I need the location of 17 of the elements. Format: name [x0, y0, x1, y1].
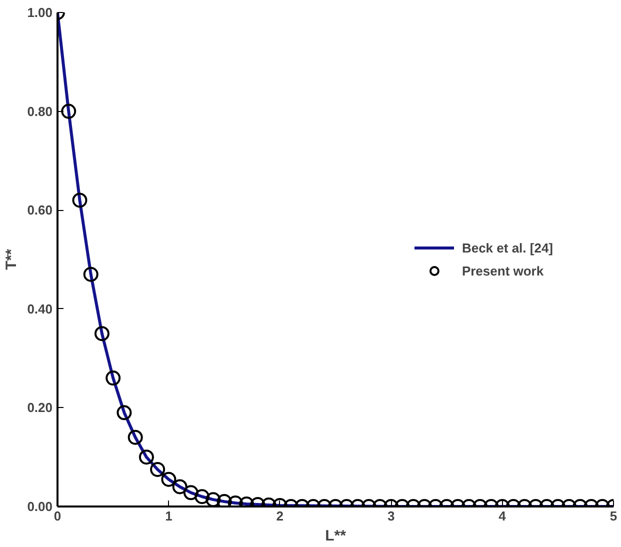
x-tick-label: 1: [165, 508, 172, 524]
x-tick-label: 4: [498, 508, 507, 524]
y-tick-label: 0.20: [27, 400, 53, 416]
y-tick-label: 0.60: [27, 202, 53, 218]
x-tick-label: 3: [387, 508, 395, 524]
legend-label: Present work: [462, 263, 544, 278]
y-tick-label: 0.00: [27, 499, 53, 514]
x-tick-label: 5: [610, 508, 618, 524]
line-series: [58, 12, 614, 506]
y-tick-label: 0.40: [27, 301, 53, 316]
x-axis-title: L**: [325, 528, 346, 544]
y-tick-label: 1.00: [27, 5, 53, 20]
x-tick-label: 0: [54, 508, 62, 524]
y-tick-label: 0.80: [27, 104, 53, 119]
legend-label: Beck et al. [24]: [462, 240, 553, 255]
y-axis-title: T**: [3, 248, 20, 270]
x-tick-label: 2: [276, 508, 284, 524]
